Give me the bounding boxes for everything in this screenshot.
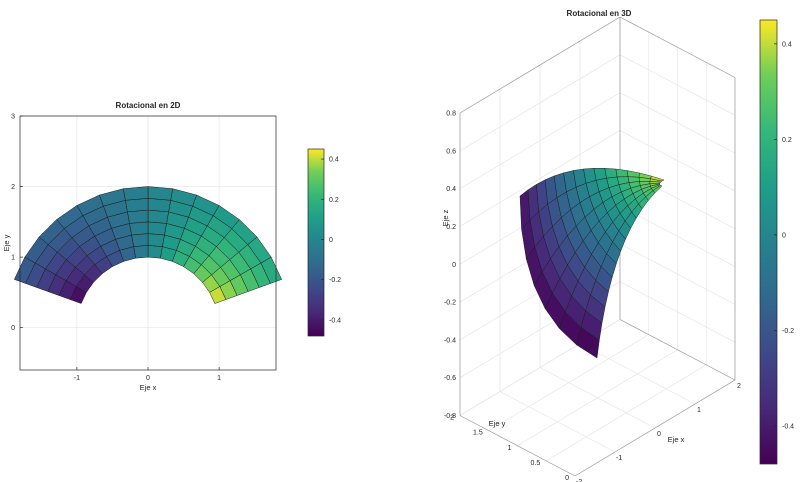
surface-cell (133, 245, 149, 259)
x-tick-label: -1 (74, 375, 80, 382)
surface-cell (131, 233, 149, 247)
z-tick-label: 0.8 (446, 111, 456, 118)
x-tick-label: 0 (146, 375, 150, 382)
rotacional-3d-chart: Rotacional en 3D 0.8 0.6 0.4 0.2 0 -0.2 -0.4 -0… (441, 9, 794, 482)
y-tick-label: 2 (450, 415, 454, 422)
box-edge (574, 379, 736, 477)
z-tick-label: 0 (452, 262, 456, 269)
y-tick-label: 2 (11, 184, 15, 191)
surface-cell (627, 170, 640, 178)
z-tick-label: 0.4 (446, 186, 456, 193)
surface-cell (147, 186, 173, 201)
box-edge (619, 16, 736, 78)
grid-line (459, 54, 621, 152)
y-tick-label: 1 (508, 445, 512, 452)
colorbar-tick-label: 0 (782, 232, 786, 239)
surface-cell (127, 209, 149, 224)
y-axis-label-3d: Eje y (489, 419, 506, 428)
grid-line (546, 364, 707, 462)
y-tick-label: 0 (565, 475, 569, 482)
box-edge (459, 415, 576, 477)
colorbar-2d (307, 148, 325, 337)
x-axis-label-3d: Eje x (668, 435, 685, 444)
grid-line (619, 243, 736, 305)
surface-cell (147, 245, 163, 259)
colorbar-tick-label: -0.4 (329, 317, 341, 324)
chart-3d-title: Rotacional en 3D (567, 9, 632, 18)
surface-cell (125, 198, 149, 213)
surface-cell (14, 256, 36, 284)
grid-line (459, 130, 621, 227)
x-tick-label: 0 (657, 431, 661, 438)
ticks-3d: 0.8 0.6 0.4 0.2 0 -0.2 -0.4 -0.6 -0.8 0 0.5 1 1.5 2 -2… (444, 111, 741, 482)
surface-cell (615, 168, 629, 178)
x-tick-label: -1 (616, 455, 622, 462)
z-axis-label-3d: Eje z (441, 209, 450, 226)
grid-line (619, 205, 736, 267)
chart-2d-title: Rotacional en 2D (116, 101, 181, 110)
x-axis-label-2d: Eje x (140, 383, 157, 392)
grid-line (619, 54, 736, 116)
colorbar-3d (759, 19, 778, 465)
colorbar-3d-ticks: 0.4 0.2 0 -0.2 -0.4 (774, 41, 794, 430)
box-edge (619, 319, 736, 381)
grid-line (619, 92, 736, 154)
colorbar-tick-label: 0.4 (782, 41, 792, 48)
grid-line (619, 281, 736, 343)
colorbar-tick-label: 0 (329, 237, 333, 244)
surface-3d (519, 168, 665, 359)
rotacional-2d-chart: Rotacional en 2D -1 0 1 0 1 2 3 Eje x Eje y 0.… (2, 101, 341, 392)
surface-2d (14, 186, 282, 304)
z-tick-label: 0.6 (446, 148, 456, 155)
colorbar-tick-label: 0.2 (329, 197, 339, 204)
surface-cell (147, 233, 165, 247)
colorbar-tick-label: -0.2 (782, 328, 794, 335)
z-tick-label: -0.4 (444, 337, 456, 344)
z-tick-label: -0.2 (444, 300, 456, 307)
box-edge (459, 16, 621, 114)
surface-cell (147, 221, 167, 236)
x-tick-label: 1 (217, 375, 221, 382)
grid-line (517, 349, 678, 447)
surface-cell (147, 209, 169, 224)
x-tick-label: 2 (737, 383, 741, 390)
y-tick-label: 0.5 (531, 460, 541, 467)
grid-line (619, 130, 736, 192)
surface-cell (147, 198, 171, 213)
surface-cell (123, 186, 149, 201)
y-tick-label: 0 (11, 325, 15, 332)
y-tick-label: 3 (11, 114, 15, 121)
colorbar-tick-label: 0.2 (782, 137, 792, 144)
colorbar-tick-label: -0.2 (329, 277, 341, 284)
colorbar-2d-ticks: 0.4 0.2 0 -0.2 -0.4 (321, 157, 341, 324)
colorbar-tick-label: -0.4 (782, 423, 794, 430)
grid-line (459, 92, 621, 189)
y-tick-label: 1.5 (473, 430, 483, 437)
x-tick-label: -2 (576, 479, 582, 482)
ticks-2d: -1 0 1 0 1 2 3 (11, 114, 221, 383)
x-tick-label: 1 (697, 407, 701, 414)
z-tick-label: -0.8 (444, 413, 456, 420)
surface-cell (604, 168, 618, 179)
grid-line (488, 334, 649, 431)
y-tick-label: 1 (11, 255, 15, 262)
surface-cell (129, 221, 149, 236)
surface-cell (652, 185, 663, 194)
z-tick-label: 0.2 (446, 224, 456, 231)
y-axis-label-2d: Eje y (2, 234, 11, 251)
colorbar-tick-label: 0.4 (329, 157, 339, 164)
z-tick-label: -0.6 (444, 375, 456, 382)
